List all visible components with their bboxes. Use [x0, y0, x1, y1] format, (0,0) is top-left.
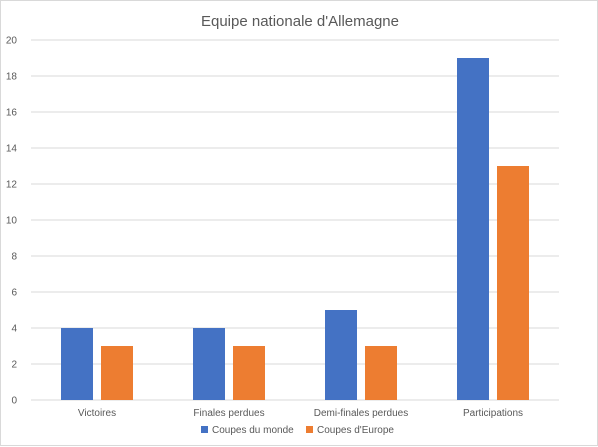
legend-swatch [306, 426, 313, 433]
y-tick-label: 14 [6, 144, 18, 155]
legend: Coupes du monde Coupes d'Europe [201, 425, 394, 436]
bar-coupes-du-monde [325, 310, 357, 400]
x-tick-label: Finales perdues [193, 408, 264, 419]
legend-label: Coupes du monde [212, 425, 294, 436]
y-tick-label: 12 [6, 180, 18, 191]
legend-label: Coupes d'Europe [317, 425, 394, 436]
y-tick-label: 10 [6, 216, 18, 227]
y-tick-label: 8 [11, 252, 17, 263]
bars [61, 58, 529, 400]
x-tick-label: Demi-finales perdues [314, 408, 409, 419]
y-tick-label: 16 [6, 108, 18, 119]
y-tick-label: 6 [11, 288, 17, 299]
chart-title: Equipe nationale d'Allemagne [201, 13, 399, 30]
bar-coupes-d-europe [233, 346, 265, 400]
y-tick-label: 20 [6, 36, 18, 47]
y-tick-label: 2 [11, 360, 17, 371]
bar-coupes-d-europe [101, 346, 133, 400]
bar-coupes-d-europe [497, 166, 529, 400]
bar-coupes-du-monde [61, 328, 93, 400]
bar-coupes-du-monde [193, 328, 225, 400]
legend-swatch [201, 426, 208, 433]
x-axis-ticks: Victoires Finales perdues Demi-finales per… [78, 408, 523, 419]
y-tick-label: 18 [6, 72, 18, 83]
y-axis-ticks: 0 2 4 6 8 10 12 14 16 18 20 [6, 36, 18, 407]
x-tick-label: Victoires [78, 408, 116, 419]
x-tick-label: Participations [463, 408, 523, 419]
y-tick-label: 4 [11, 324, 17, 335]
y-tick-label: 0 [11, 396, 17, 407]
bar-coupes-du-monde [457, 58, 489, 400]
bar-coupes-d-europe [365, 346, 397, 400]
